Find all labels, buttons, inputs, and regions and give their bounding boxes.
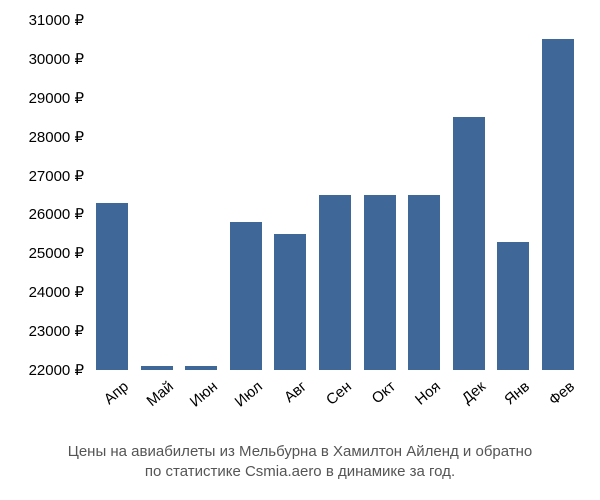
y-tick-label: 27000 ₽ [29,167,84,185]
bar-slot [535,20,580,370]
y-tick-label: 25000 ₽ [29,244,84,262]
bar-slot [224,20,269,370]
plot-area [90,20,580,370]
y-tick-label: 28000 ₽ [29,128,84,146]
x-tick-label: Фев [536,378,578,417]
bar-slot [357,20,402,370]
y-tick-label: 22000 ₽ [29,361,84,379]
bar-slot [90,20,135,370]
chart-caption: Цены на авиабилеты из Мельбурна в Хамилт… [0,442,600,483]
bar-slot [402,20,447,370]
y-tick-label: 31000 ₽ [29,11,84,29]
y-tick-label: 23000 ₽ [29,322,84,340]
bar-slot [446,20,491,370]
bar [364,195,396,370]
bars-container [90,20,580,370]
price-bar-chart: 22000 ₽ 23000 ₽ 24000 ₽ 25000 ₽ 26000 ₽ 27000… [0,0,600,500]
bar [96,203,128,370]
bar [497,242,529,370]
x-tick-label: Дек [447,378,489,417]
x-tick-label: Сен [313,378,355,417]
bar-slot [179,20,224,370]
y-tick-label: 24000 ₽ [29,283,84,301]
x-tick-label: Ноя [402,378,444,417]
bar-slot [491,20,536,370]
x-axis-labels: АпрМайИюнИюлАвгСенОктНояДекЯнвФев [90,374,580,434]
y-tick-label: 29000 ₽ [29,89,84,107]
bar [408,195,440,370]
x-tick-label: Июл [224,378,266,417]
bar [542,39,574,370]
bar-slot [268,20,313,370]
x-tick-label: Окт [358,378,400,417]
bar [319,195,351,370]
y-tick-label: 26000 ₽ [29,205,84,223]
x-tick-label: Авг [269,378,311,417]
bar-slot [135,20,180,370]
caption-line-1: Цены на авиабилеты из Мельбурна в Хамилт… [68,443,533,460]
bar-slot [313,20,358,370]
bar [453,117,485,370]
x-tick-label: Янв [491,378,533,417]
x-tick-label: Июн [180,378,222,417]
caption-line-2: по статистике Csmia.aero в динамике за г… [145,463,455,480]
bar [230,222,262,370]
y-tick-label: 30000 ₽ [29,50,84,68]
bar [274,234,306,370]
x-tick-label: Май [135,378,177,417]
y-axis: 22000 ₽23000 ₽24000 ₽25000 ₽26000 ₽27000… [0,20,88,370]
x-tick-label: Апр [91,378,133,417]
